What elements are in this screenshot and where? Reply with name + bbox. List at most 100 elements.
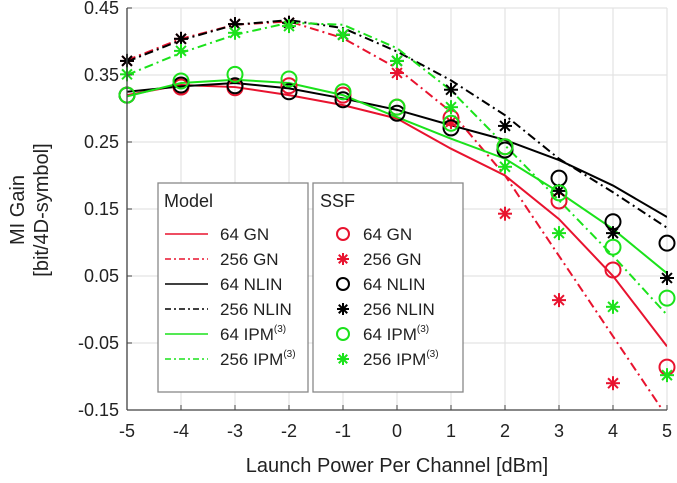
ssf-point-256-nlin bbox=[174, 31, 188, 46]
ssf-point-64-ipm bbox=[226, 65, 244, 83]
ssf-point-64-gn bbox=[604, 261, 622, 279]
ssf-point-256-ipm bbox=[228, 25, 242, 40]
ssf-point-64-nlin bbox=[172, 76, 190, 94]
ssf-point-64-nlin bbox=[280, 83, 298, 101]
ssf-point-256-ipm bbox=[606, 299, 620, 314]
legend-ssf-marker bbox=[336, 227, 350, 241]
ssf-point-64-ipm bbox=[496, 138, 514, 156]
star-stroke bbox=[338, 354, 348, 364]
y-tick-label: 0.35 bbox=[84, 65, 119, 85]
x-tick-label: -4 bbox=[173, 421, 189, 441]
ssf-point-256-ipm bbox=[552, 226, 566, 241]
x-tick-label: -3 bbox=[227, 421, 243, 441]
legend-model-label: 256 GN bbox=[220, 250, 279, 269]
legend-ssf-label: 64 IPM(3) bbox=[363, 324, 429, 344]
axes: -5 -4 -3 -2 -1 0 1 2 3 4 5 0.45 0.35 0.25 0.15 0.05 -0.0… bbox=[78, 0, 672, 441]
y-tick-label: 0.45 bbox=[84, 0, 119, 18]
ssf-point-64-ipm bbox=[280, 70, 298, 88]
ssf-point-256-ipm bbox=[660, 368, 674, 383]
star-stroke bbox=[229, 18, 241, 30]
star-stroke bbox=[391, 67, 403, 79]
legend-ssf-marker bbox=[336, 327, 350, 341]
legend-ssf-label: 256 NLIN bbox=[363, 300, 435, 319]
legend-model-label: 64 GN bbox=[220, 225, 269, 244]
ssf-point-64-ipm bbox=[388, 98, 406, 116]
x-tick-label: 5 bbox=[662, 421, 672, 441]
ssf-point-64-nlin bbox=[226, 77, 244, 95]
x-tick-label: 2 bbox=[500, 421, 510, 441]
star-stroke bbox=[445, 84, 457, 96]
legend-model-label: 64 NLIN bbox=[220, 275, 282, 294]
model-line-64-gn bbox=[127, 84, 667, 347]
x-tick-label: 1 bbox=[446, 421, 456, 441]
legend-model-label: 256 IPM(3) bbox=[220, 349, 296, 369]
model-line-64-nlin bbox=[127, 82, 667, 218]
ssf-point-256-gn bbox=[498, 206, 512, 221]
star-stroke bbox=[553, 227, 565, 239]
legend-model: Model 64 GN 256 GN 64 NLIN 256 NLIN 64 IPM(3… bbox=[157, 182, 309, 393]
star-stroke bbox=[499, 120, 511, 132]
legend-ssf: SSF 64 GN 256 GN 64 NLIN 256 NLIN 64 IPM(3) 2… bbox=[312, 182, 464, 393]
star-stroke bbox=[337, 29, 349, 41]
star-stroke bbox=[553, 294, 565, 306]
ssf-point-64-nlin bbox=[442, 119, 460, 137]
ssf-point-256-gn bbox=[606, 376, 620, 391]
y-tick-label: 0.25 bbox=[84, 132, 119, 152]
y-tick-label: -0.15 bbox=[78, 400, 119, 420]
series-layer bbox=[118, 15, 676, 410]
legend-ssf-label: 64 NLIN bbox=[363, 275, 425, 294]
star-stroke bbox=[175, 45, 187, 57]
y-axis-label-line2: [bit/4D-symbol] bbox=[31, 143, 53, 276]
x-tick-label: 4 bbox=[608, 421, 618, 441]
ssf-point-256-ipm bbox=[444, 100, 458, 115]
star-stroke bbox=[175, 33, 187, 45]
ssf-point-64-ipm bbox=[604, 238, 622, 256]
y-tick-label: 0.05 bbox=[84, 266, 119, 286]
ssf-point-256-nlin bbox=[606, 226, 620, 241]
legend-ssf-marker bbox=[337, 353, 349, 365]
ssf-point-64-nlin bbox=[658, 234, 676, 252]
legend-model-label: 256 NLIN bbox=[220, 300, 292, 319]
y-axis-label-line1: MI Gain bbox=[7, 175, 29, 245]
legend-ssf-label: 256 GN bbox=[363, 250, 422, 269]
legend-ssf-title: SSF bbox=[320, 191, 355, 211]
ssf-point-64-nlin bbox=[334, 91, 352, 109]
model-line-64-ipm bbox=[127, 78, 667, 275]
star-stroke bbox=[445, 116, 457, 128]
ssf-point-256-nlin bbox=[444, 82, 458, 97]
star-stroke bbox=[499, 208, 511, 220]
ssf-point-64-ipm bbox=[172, 72, 190, 90]
x-tick-label: 0 bbox=[392, 421, 402, 441]
ssf-point-256-gn bbox=[552, 293, 566, 308]
x-tick-label: -2 bbox=[281, 421, 297, 441]
ssf-point-256-ipm bbox=[174, 43, 188, 58]
star-stroke bbox=[229, 27, 241, 39]
ssf-point-64-ipm bbox=[334, 83, 352, 101]
x-tick-label: -5 bbox=[119, 421, 135, 441]
model-line-256-nlin bbox=[127, 19, 667, 229]
legend-model-label: 64 IPM(3) bbox=[220, 324, 286, 344]
star-stroke bbox=[499, 161, 511, 173]
star-stroke bbox=[661, 272, 673, 284]
star-stroke bbox=[338, 304, 348, 314]
ssf-point-64-ipm bbox=[442, 114, 460, 132]
legend-ssf-marker bbox=[336, 277, 350, 291]
ssf-point-64-nlin bbox=[388, 104, 406, 122]
star-stroke bbox=[283, 20, 295, 32]
ssf-point-256-ipm bbox=[498, 159, 512, 174]
ssf-point-256-ipm bbox=[282, 19, 296, 34]
ssf-point-256-ipm bbox=[336, 27, 350, 42]
legend-ssf-marker bbox=[337, 303, 349, 315]
ssf-point-256-nlin bbox=[660, 271, 674, 286]
ssf-point-64-ipm bbox=[658, 289, 676, 307]
ssf-point-64-ipm bbox=[550, 184, 568, 202]
y-tick-label: -0.05 bbox=[78, 333, 119, 353]
model-line-256-ipm bbox=[127, 21, 667, 316]
star-stroke bbox=[553, 185, 565, 197]
y-tick-label: 0.15 bbox=[84, 199, 119, 219]
ssf-point-64-gn bbox=[280, 77, 298, 95]
ssf-point-256-nlin bbox=[498, 118, 512, 133]
star-stroke bbox=[661, 369, 673, 381]
star-stroke bbox=[338, 254, 348, 264]
